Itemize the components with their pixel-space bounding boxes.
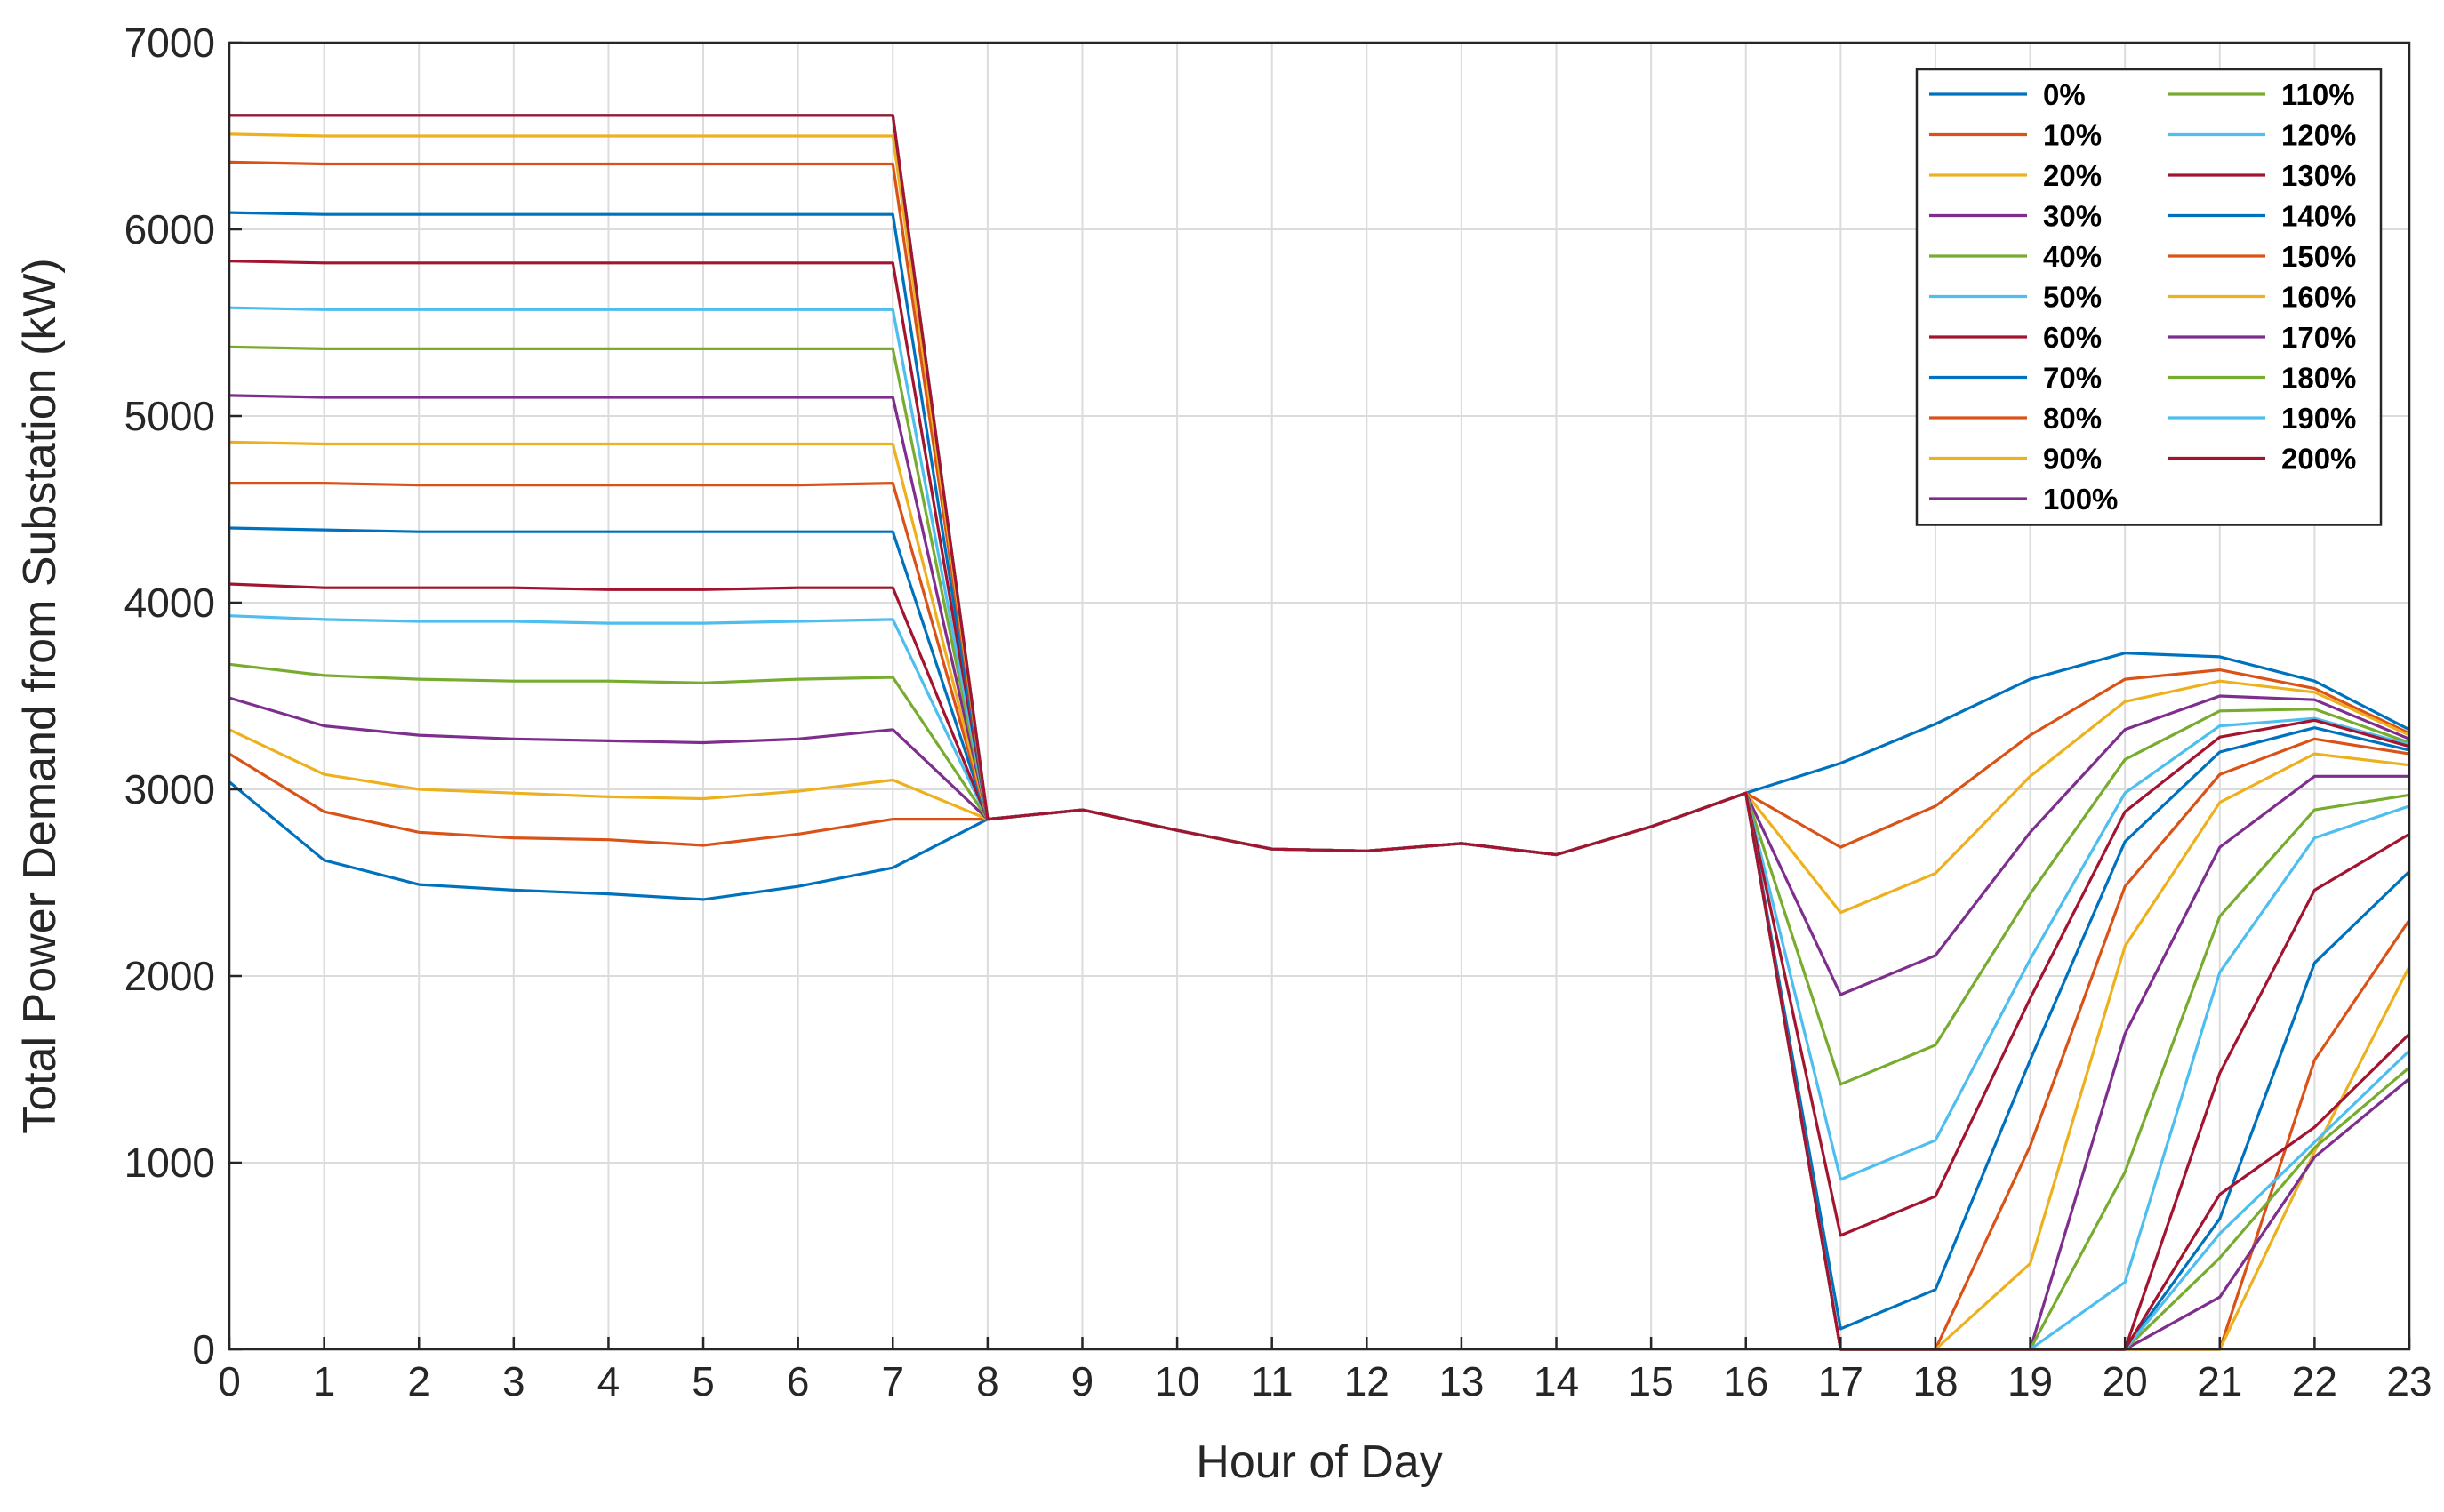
x-tick-label: 18	[1912, 1358, 1958, 1404]
x-tick-label: 15	[1629, 1358, 1674, 1404]
legend-label: 120%	[2281, 119, 2356, 152]
legend-label: 50%	[2043, 281, 2102, 314]
x-tick-label: 6	[787, 1358, 810, 1404]
x-tick-label: 23	[2386, 1358, 2432, 1404]
y-tick-label: 4000	[124, 580, 215, 626]
x-tick-label: 12	[1344, 1358, 1390, 1404]
legend-label: 70%	[2043, 362, 2102, 395]
legend-label: 110%	[2281, 78, 2355, 111]
legend-label: 200%	[2281, 443, 2356, 476]
x-tick-label: 7	[881, 1358, 904, 1404]
plot-area-frame	[228, 41, 2411, 1351]
y-tick-label: 1000	[124, 1140, 215, 1186]
legend-label: 20%	[2043, 159, 2102, 192]
legend-entries: 0% 10% 20% 30% 40% 50% 60% 70% 80% 90% 100% 110% 120…	[1929, 78, 2356, 516]
y-tick-label: 3000	[124, 766, 215, 812]
x-tick-label: 10	[1155, 1358, 1200, 1404]
y-tick-label: 6000	[124, 206, 215, 252]
x-axis-tick-labels: 0 1 2 3 4 5 6 7 8 9 10 11 12 13 14 15 16 17 18 19 20 21 22 23	[218, 1358, 2432, 1404]
legend-label: 40%	[2043, 240, 2102, 273]
legend-label: 10%	[2043, 119, 2102, 152]
y-tick-label: 7000	[124, 20, 215, 66]
y-axis-title: Total Power Demand from Substation (kW)	[14, 258, 66, 1133]
x-tick-label: 3	[502, 1358, 525, 1404]
x-tick-label: 4	[597, 1358, 621, 1404]
legend-label: 170%	[2281, 321, 2356, 354]
x-tick-label: 8	[976, 1358, 999, 1404]
legend-label: 60%	[2043, 321, 2102, 354]
x-tick-label: 2	[407, 1358, 430, 1404]
legend-label: 130%	[2281, 159, 2356, 192]
legend-label: 30%	[2043, 200, 2102, 233]
legend-label: 100%	[2043, 483, 2118, 516]
legend: 0% 10% 20% 30% 40% 50% 60% 70% 80% 90% 100% 110% 120…	[1915, 68, 2383, 526]
x-tick-label: 20	[2103, 1358, 2148, 1404]
x-tick-label: 14	[1534, 1358, 1579, 1404]
x-tick-label: 0	[218, 1358, 241, 1404]
x-tick-label: 22	[2292, 1358, 2337, 1404]
x-tick-label: 13	[1438, 1358, 1484, 1404]
legend-label: 150%	[2281, 240, 2356, 273]
x-tick-label: 1	[313, 1358, 336, 1404]
y-axis-tick-labels: 0 1000 2000 3000 4000 5000 6000 7000	[124, 20, 215, 1372]
x-axis-title: Hour of Day	[1196, 1436, 1442, 1488]
x-tick-label: 5	[692, 1358, 715, 1404]
y-tick-label: 0	[192, 1326, 215, 1372]
y-tick-label: 5000	[124, 393, 215, 439]
x-tick-label: 11	[1251, 1358, 1294, 1404]
x-tick-label: 16	[1723, 1358, 1768, 1404]
x-tick-label: 21	[2197, 1358, 2242, 1404]
legend-label: 0%	[2043, 78, 2086, 111]
legend-label: 190%	[2281, 402, 2356, 435]
legend-label: 80%	[2043, 402, 2102, 435]
x-tick-label: 19	[2007, 1358, 2053, 1404]
legend-label: 180%	[2281, 362, 2356, 395]
legend-label: 140%	[2281, 200, 2356, 233]
y-tick-label: 2000	[124, 953, 215, 999]
legend-label: 90%	[2043, 443, 2102, 476]
x-tick-label: 9	[1071, 1358, 1094, 1404]
x-tick-label: 17	[1818, 1358, 1863, 1404]
legend-label: 160%	[2281, 281, 2356, 314]
series-lines	[228, 114, 2411, 1351]
axis-ticks	[228, 41, 2411, 1351]
